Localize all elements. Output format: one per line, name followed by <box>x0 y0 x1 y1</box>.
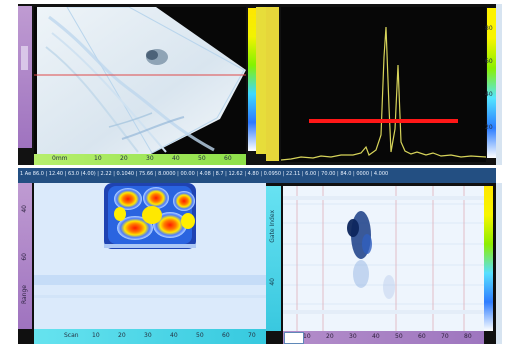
cscan-tick-2: 20 <box>118 332 126 339</box>
bottom-right-edge-strip <box>496 183 502 344</box>
cscan-bottom-ruler[interactable]: Scan 10 20 30 40 50 60 70 <box>34 329 266 344</box>
bscan-view <box>283 186 484 331</box>
sector-scan-tick-6: 60 <box>224 155 232 162</box>
cscan-tick-6: 60 <box>222 332 230 339</box>
bscan-tick-4: 40 <box>372 333 380 340</box>
bscan-bottom-ruler[interactable]: 10 20 30 40 50 60 70 80 <box>283 331 484 344</box>
ascan-right-tick-4: 20 <box>485 124 493 131</box>
ascan-view <box>281 7 486 162</box>
sector-scan-right-ruler[interactable] <box>256 7 266 154</box>
ascan-panel: 80 60 40 20 <box>266 4 496 165</box>
top-right-edge-strip <box>496 4 502 165</box>
sector-scan-tick-1: 10 <box>94 155 102 162</box>
cscan-tick-4: 40 <box>170 332 178 339</box>
cscan-left-label-2: 60 <box>21 253 28 261</box>
sector-scan-ruler-label: 0mm <box>52 155 68 162</box>
cscan-left-label-3: Range <box>21 285 28 305</box>
bscan-tick-2: 20 <box>326 333 334 340</box>
cscan-image <box>34 183 266 329</box>
ascan-waveform <box>281 26 486 161</box>
bscan-left-ruler[interactable]: Gate Index 40 <box>266 186 281 331</box>
status-readout-bar: 1 Ae 86.0 | 12.40 | 63.0 (4.00) | 2.22 |… <box>18 168 496 183</box>
sector-scan-tick-4: 40 <box>172 155 180 162</box>
cscan-left-label-1: 40 <box>21 205 28 213</box>
bscan-tick-6: 60 <box>418 333 426 340</box>
bscan-tick-1: 10 <box>303 333 311 340</box>
bscan-tick-5: 50 <box>395 333 403 340</box>
sector-scan-right-scale <box>248 8 256 151</box>
ascan-right-tick-1: 80 <box>485 25 493 32</box>
cscan-view <box>34 183 266 329</box>
cscan-panel: 40 60 Range <box>18 183 266 344</box>
bscan-tick-3: 30 <box>349 333 357 340</box>
sector-scan-view <box>34 7 246 154</box>
ascan-right-tick-2: 60 <box>485 58 493 65</box>
sector-scan-tick-3: 30 <box>146 155 154 162</box>
cscan-tick-3: 30 <box>144 332 152 339</box>
sector-scan-left-handle[interactable] <box>21 46 28 70</box>
bscan-image <box>283 186 484 331</box>
cscan-tick-5: 50 <box>196 332 204 339</box>
sector-scan-left-ruler[interactable] <box>18 6 32 148</box>
sector-scan-image <box>34 7 246 154</box>
bscan-tick-8: 80 <box>464 333 472 340</box>
bscan-tick-7: 70 <box>441 333 449 340</box>
cscan-ruler-label: Scan <box>64 332 79 339</box>
bscan-panel: Gate Index 40 <box>266 183 496 344</box>
bscan-left-label-2: 40 <box>269 278 276 286</box>
cscan-left-ruler[interactable]: 40 60 Range <box>18 183 32 329</box>
sector-scan-tick-2: 20 <box>120 155 128 162</box>
cscan-tick-1: 10 <box>92 332 100 339</box>
sector-scan-tick-5: 50 <box>198 155 206 162</box>
bscan-ruler-handle[interactable] <box>284 332 304 344</box>
cscan-tick-7: 70 <box>248 332 256 339</box>
sector-scan-bottom-ruler[interactable]: 0mm 10 20 30 40 50 60 <box>34 154 246 165</box>
ascan-right-scale <box>487 8 496 158</box>
bscan-right-scale <box>484 186 493 331</box>
status-readout-text: 1 Ae 86.0 | 12.40 | 63.0 (4.00) | 2.22 |… <box>20 171 389 177</box>
sector-scan-panel: 0mm 10 20 30 40 50 60 <box>18 4 266 165</box>
ascan-signal-line <box>281 26 486 161</box>
bscan-left-label-1: Gate Index <box>269 210 276 243</box>
ascan-right-tick-3: 40 <box>485 91 493 98</box>
ascan-left-ruler[interactable] <box>266 7 279 161</box>
